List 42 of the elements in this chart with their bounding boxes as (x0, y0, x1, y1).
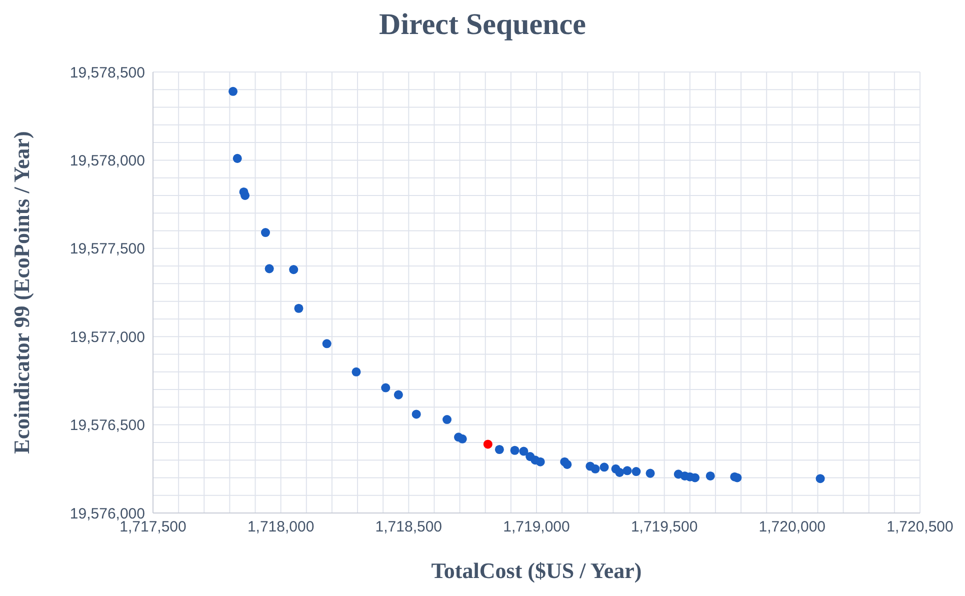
point (622, 466, 632, 476)
point (706, 471, 715, 480)
y-tick-label: 19,577,000 (70, 328, 145, 346)
x-tick-label: 1,718,500 (375, 518, 442, 536)
point (562, 460, 572, 469)
point (264, 264, 274, 274)
point (228, 86, 238, 96)
point (260, 228, 270, 238)
point (494, 444, 504, 454)
point (458, 434, 467, 444)
point (510, 446, 520, 455)
x-tick-label: 1,720,500 (886, 518, 954, 536)
x-tick-label: 1,718,000 (247, 518, 314, 536)
point (590, 464, 600, 474)
point (381, 383, 390, 392)
point (394, 390, 403, 400)
point (536, 457, 545, 466)
point (442, 415, 452, 424)
point (352, 367, 361, 376)
point (232, 154, 242, 163)
point (294, 304, 304, 313)
x-tick-label: 1,719,500 (630, 518, 698, 536)
point (483, 440, 492, 449)
point (600, 462, 609, 472)
y-tick-label: 19,578,000 (70, 152, 145, 170)
point (690, 473, 700, 482)
point (322, 339, 332, 348)
point (632, 467, 641, 476)
point (289, 265, 298, 274)
x-tick-label: 1,720,000 (758, 518, 826, 536)
y-axis-title: Ecoindicator 99 (EcoPoints / Year) (8, 131, 34, 454)
x-axis-title: TotalCost ($US / Year) (431, 558, 642, 583)
point (615, 468, 624, 477)
point (646, 468, 655, 478)
x-tick-label: 1,719,000 (503, 518, 570, 536)
y-tick-label: 19,576,500 (70, 417, 145, 434)
y-tick-label: 19,578,500 (70, 64, 145, 82)
point (816, 474, 825, 484)
point (519, 446, 528, 456)
y-tick-label: 19,577,500 (70, 240, 145, 258)
chart-title: Direct Sequence (378, 8, 587, 42)
point (412, 410, 421, 419)
